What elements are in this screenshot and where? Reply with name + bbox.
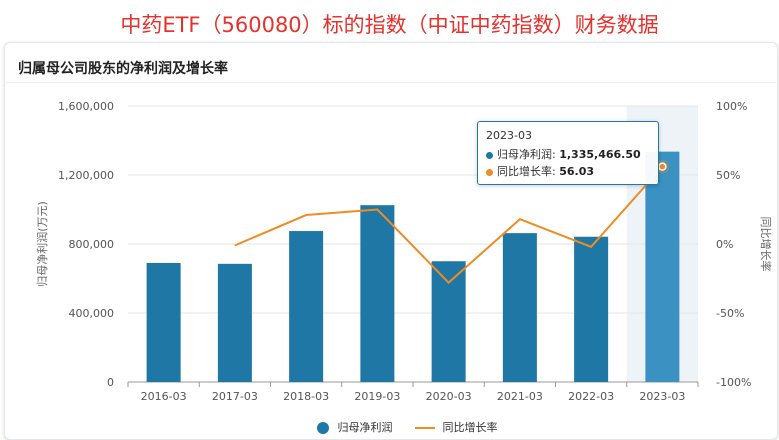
x-tick-label-1: 2017-03 — [212, 390, 258, 403]
x-tick-label-4: 2020-03 — [426, 390, 472, 403]
x-tick-label-2: 2018-03 — [283, 390, 329, 403]
bar-2023-03 — [645, 151, 680, 382]
tooltip-row-growth: 同比增长率: 56.03 — [486, 163, 594, 179]
x-tick-label-0: 2016-03 — [141, 390, 187, 403]
y-tick-label-0: 1,600,000 — [58, 100, 114, 113]
legend-line-swatch — [415, 427, 435, 429]
tooltip-growth-dot — [486, 168, 493, 176]
y-right-axis-title: 同比增长率 — [759, 217, 773, 272]
legend-bar-swatch — [317, 422, 329, 434]
chart-card-title: 归属母公司股东的净利润及增长率 — [18, 61, 228, 77]
bar-2018-03 — [289, 231, 324, 382]
tooltip-profit-dot — [486, 151, 493, 159]
y-tick-label-3: 400,000 — [69, 307, 115, 320]
bar-2017-03 — [217, 263, 252, 382]
bar-2022-03 — [574, 236, 609, 382]
tooltip-profit-value: 1,335,466.50 — [559, 148, 641, 161]
legend-profit-label: 归母净利润 — [337, 421, 393, 434]
page-banner-title: 中药ETF（560080）标的指数（中证中药指数）财务数据 — [120, 13, 659, 37]
chart-tooltip: 2023-03 归母净利润: 1,335,466.50 同比增长率: 56.03 — [477, 121, 659, 185]
bar-2016-03 — [146, 262, 181, 382]
growth-line — [234, 166, 664, 285]
chart-legend: 归母净利润 同比增长率 — [0, 416, 779, 436]
y-tick-label-4: 0 — [107, 376, 114, 389]
y-tick-label-1: 1,200,000 — [58, 169, 114, 182]
x-tick-label-3: 2019-03 — [354, 390, 400, 403]
tooltip-growth-value: 56.03 — [559, 165, 595, 178]
bar-2019-03 — [360, 205, 395, 382]
y-tick-label-2: 800,000 — [69, 238, 115, 251]
card-title-divider — [4, 82, 776, 83]
x-tick-label-6: 2022-03 — [568, 390, 614, 403]
legend-item-profit[interactable]: 归母净利润 — [316, 419, 393, 435]
y-right-tick-label-0: 100% — [716, 100, 747, 113]
y-right-tick-label-3: -50% — [716, 307, 744, 320]
legend-item-growth[interactable]: 同比增长率 — [414, 419, 498, 435]
bar-2021-03 — [502, 233, 537, 382]
y-axis-title: 归母净利润(万元) — [35, 201, 49, 287]
tooltip-profit-label: 归母净利润: — [497, 148, 556, 161]
x-tick-label-7: 2023-03 — [639, 390, 685, 403]
growth-point-2023-03 — [658, 162, 667, 171]
bar-2020-03 — [431, 261, 466, 382]
y-right-tick-label-1: 50% — [716, 169, 740, 182]
y-right-tick-label-4: -100% — [716, 376, 751, 389]
legend-growth-label: 同比增长率 — [442, 421, 498, 434]
tooltip-growth-label: 同比增长率: — [497, 165, 556, 178]
tooltip-title: 2023-03 — [486, 129, 532, 142]
x-tick-label-5: 2021-03 — [497, 390, 543, 403]
y-right-tick-label-2: 0% — [716, 238, 733, 251]
tooltip-row-profit: 归母净利润: 1,335,466.50 — [486, 146, 641, 162]
